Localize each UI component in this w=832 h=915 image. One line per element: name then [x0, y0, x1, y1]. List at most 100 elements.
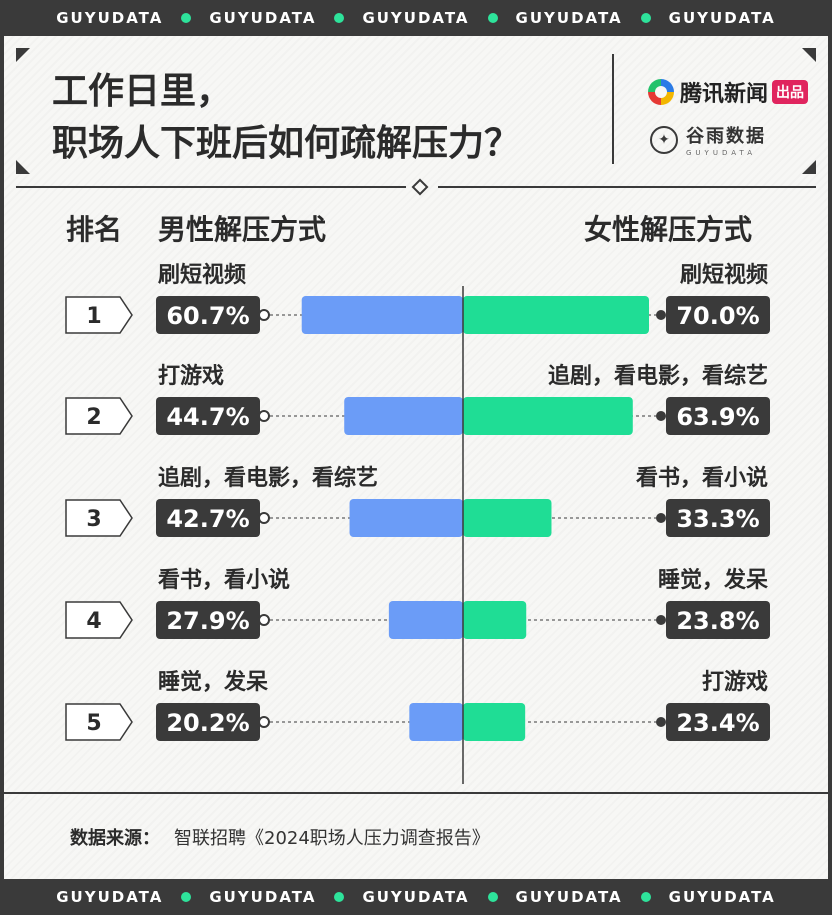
male-connector-dot — [258, 512, 270, 524]
male-value-label: 42.7% — [166, 505, 249, 533]
male-value-box — [156, 601, 260, 639]
top-ribbon: GUYUDATA GUYUDATA GUYUDATA GUYUDATA GUYUDATA — [0, 0, 832, 36]
female-value-label: 63.9% — [676, 403, 759, 431]
male-bar — [301, 296, 463, 334]
female-value-label: 33.3% — [676, 505, 759, 533]
footer-divider — [4, 792, 828, 794]
female-category-label: 刷短视频 — [680, 262, 768, 288]
rank-badge — [65, 601, 133, 639]
female-category-label: 打游戏 — [702, 669, 768, 695]
ribbon-dot-icon — [640, 13, 651, 23]
ribbon-dot-icon — [487, 892, 498, 902]
guyu-data-logo: ✦ 谷雨数据 GUYUDATA — [650, 122, 766, 157]
female-connector-dot — [656, 310, 666, 320]
rank-number: 4 — [86, 609, 101, 634]
guyu-name: 谷雨数据 — [686, 126, 766, 147]
male-value-box — [156, 499, 260, 537]
rank-number: 3 — [86, 507, 101, 532]
tencent-news-icon — [648, 79, 674, 105]
female-value-label: 23.4% — [676, 709, 759, 737]
title-divider — [612, 54, 614, 164]
rank-badge — [65, 397, 133, 435]
source-text: 智联招聘《2024职场人压力调查报告》 — [174, 828, 490, 849]
title-line-2: 职场人下班后如何疏解压力？ — [52, 123, 521, 164]
rank-badge — [65, 499, 133, 537]
female-header: 女性解压方式 — [584, 213, 753, 246]
ribbon-dot-icon — [487, 13, 498, 23]
ribbon-dot-icon — [640, 892, 651, 902]
female-category-label: 睡觉，发呆 — [658, 567, 768, 593]
rank-number: 1 — [86, 304, 101, 329]
male-connector-dot — [258, 716, 270, 728]
male-category-label: 看书，看小说 — [158, 567, 290, 593]
male-value-label: 44.7% — [166, 403, 249, 431]
male-category-label: 追剧，看电影，看综艺 — [158, 465, 378, 491]
female-value-box — [666, 296, 770, 334]
ribbon-word: GUYUDATA — [515, 888, 623, 906]
female-value-box — [666, 397, 770, 435]
female-category-label: 看书，看小说 — [636, 465, 768, 491]
corner-mark — [16, 48, 30, 62]
female-connector-dot — [656, 513, 666, 523]
female-bar — [463, 397, 633, 435]
page-title: 工作日里， 职场人下班后如何疏解压力？ — [52, 66, 612, 170]
rank-badge — [65, 703, 133, 741]
ribbon-word: GUYUDATA — [209, 9, 317, 27]
female-value-box — [666, 499, 770, 537]
ribbon-word: GUYUDATA — [668, 9, 776, 27]
male-connector-dot — [258, 410, 270, 422]
ribbon-dot-icon — [334, 13, 345, 23]
male-connector-dot — [258, 614, 270, 626]
female-bar — [463, 703, 526, 741]
ribbon-dot-icon — [181, 892, 192, 902]
rank-badge — [65, 296, 133, 334]
female-value-label: 23.8% — [676, 607, 759, 635]
female-connector-dot — [656, 615, 666, 625]
corner-mark — [16, 160, 30, 174]
female-bar — [463, 296, 649, 334]
rank-number: 2 — [86, 405, 101, 430]
male-connector-dot — [258, 309, 270, 321]
male-category-label: 刷短视频 — [158, 262, 246, 288]
male-value-box — [156, 397, 260, 435]
ribbon-dot-icon — [334, 892, 345, 902]
female-connector-dot — [656, 717, 666, 727]
tencent-news-tag: 出品 — [772, 80, 809, 104]
ribbon-word: GUYUDATA — [209, 888, 317, 906]
male-category-label: 打游戏 — [158, 363, 224, 389]
male-value-box — [156, 296, 260, 334]
male-bar — [349, 499, 463, 537]
corner-mark — [802, 48, 816, 62]
corner-mark — [802, 160, 816, 174]
guyu-sub: GUYUDATA — [686, 149, 756, 157]
ribbon-word: GUYUDATA — [362, 888, 470, 906]
header-divider-left — [16, 186, 406, 188]
female-connector-dot — [656, 411, 666, 421]
infographic-card: 工作日里， 职场人下班后如何疏解压力？ 腾讯新闻 出品 ✦ 谷雨数据 GUYUD… — [4, 36, 828, 879]
male-value-label: 60.7% — [166, 302, 249, 330]
male-value-label: 27.9% — [166, 607, 249, 635]
ribbon-word: GUYUDATA — [56, 9, 164, 27]
ribbon-dot-icon — [181, 13, 192, 23]
tencent-news-name: 腾讯新闻 — [680, 82, 769, 107]
rank-header: 排名 — [66, 213, 123, 246]
ribbon-word: GUYUDATA — [56, 888, 164, 906]
male-header: 男性解压方式 — [158, 213, 327, 246]
female-value-box — [666, 703, 770, 741]
header-divider-right — [438, 186, 816, 188]
female-value-label: 70.0% — [676, 302, 759, 330]
male-bar — [409, 703, 463, 741]
source-note: 数据来源： 智联招聘《2024职场人压力调查报告》 — [70, 824, 490, 850]
male-value-label: 20.2% — [166, 709, 249, 737]
title-line-1: 工作日里， — [52, 71, 233, 112]
tencent-news-logo: 腾讯新闻 出品 — [648, 76, 809, 108]
ribbon-word: GUYUDATA — [362, 9, 470, 27]
female-bar — [463, 601, 527, 639]
female-value-box — [666, 601, 770, 639]
male-category-label: 睡觉，发呆 — [158, 669, 268, 695]
guyu-bird-icon: ✦ — [650, 125, 678, 154]
male-bar — [344, 397, 463, 435]
rank-number: 5 — [86, 711, 101, 736]
ribbon-word: GUYUDATA — [515, 9, 623, 27]
